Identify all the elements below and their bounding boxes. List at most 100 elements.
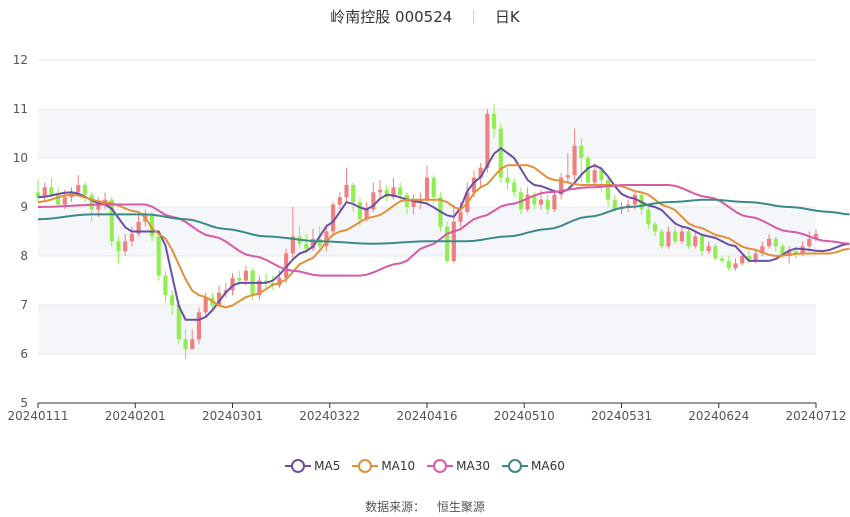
candle-body [787, 251, 792, 256]
candle-body [163, 275, 168, 296]
candle-body [237, 278, 242, 281]
candle-body [351, 184, 356, 203]
candle-body [196, 312, 202, 340]
candle-body [203, 297, 208, 313]
candle-body [149, 214, 155, 237]
legend-marker [427, 458, 454, 473]
candle-body [699, 236, 705, 252]
candle-body [398, 187, 403, 195]
candle-body [599, 170, 604, 181]
candle-body [304, 243, 309, 249]
candle-body [666, 231, 671, 247]
source-name: 恒生聚源 [436, 500, 485, 514]
candle-body [337, 197, 342, 205]
candle-body [780, 246, 785, 256]
candle-body [585, 158, 591, 183]
y-tick-label: 12 [13, 53, 28, 67]
candle-body [418, 199, 423, 203]
source-label: 数据来源： [365, 500, 426, 514]
candle-body [344, 184, 349, 198]
candle-body [170, 295, 175, 305]
y-tick-label: 9 [20, 200, 28, 214]
y-tick-label: 7 [20, 298, 28, 312]
candle-body [471, 177, 477, 193]
candle-body [491, 113, 497, 129]
candle-body [116, 241, 121, 252]
candle-body [176, 305, 181, 340]
candle-body [411, 202, 416, 207]
x-tick-label: 20240531 [591, 409, 652, 423]
candle-body [760, 246, 765, 254]
candle-body [720, 258, 725, 261]
title-divider [473, 9, 475, 24]
candle-body [277, 278, 282, 286]
candle-body [82, 184, 88, 195]
candle-body [498, 128, 503, 178]
candle-body [129, 233, 134, 242]
x-tick-label: 20240111 [7, 409, 68, 423]
candle-body [686, 231, 691, 247]
candle-body [679, 231, 684, 242]
data-source: 数据来源： 恒生聚源 [0, 498, 850, 515]
candle-body [257, 280, 262, 296]
candle-body [424, 177, 430, 200]
candle-body [357, 202, 363, 220]
candle-body [331, 204, 336, 232]
candle-body [96, 204, 101, 210]
candle-body [364, 209, 369, 220]
x-tick-label: 20240416 [396, 409, 457, 423]
candle-body [766, 238, 772, 247]
candle-body [813, 233, 819, 239]
candle-body [606, 180, 611, 200]
legend-marker [502, 458, 529, 473]
candle-body [612, 199, 617, 210]
grid-band [38, 305, 816, 354]
series-line-ma10 [37, 164, 850, 309]
candle-body [525, 194, 530, 210]
candle-body [371, 192, 376, 210]
candle-body [156, 236, 161, 276]
stock-title: 岭南控股 000524 [330, 8, 453, 26]
candle-body [56, 194, 61, 205]
candle-body [377, 189, 383, 193]
candle-body [706, 246, 711, 252]
legend-label: MA30 [456, 458, 491, 473]
candle-body [572, 145, 577, 176]
candle-body [505, 177, 510, 183]
candle-body [740, 256, 745, 264]
candle-body [545, 199, 550, 210]
candle-body [391, 187, 396, 198]
candle-body [230, 278, 235, 291]
legend-item-ma60[interactable]: MA60 [502, 458, 565, 473]
y-tick-label: 5 [20, 396, 28, 410]
legend-marker [285, 458, 312, 473]
candle-body [62, 197, 67, 205]
candle-body [552, 194, 557, 210]
series-line-ma5 [37, 146, 850, 321]
candle-body [646, 209, 651, 225]
candle-body [384, 189, 389, 198]
candle-body [773, 238, 778, 247]
candle-body [753, 253, 758, 261]
legend-item-ma10[interactable]: MA10 [352, 458, 415, 473]
x-tick-label: 20240712 [785, 409, 846, 423]
chart-title: 岭南控股 000524 日K [0, 6, 850, 28]
legend-item-ma5[interactable]: MA5 [285, 458, 340, 473]
candle-body [324, 231, 329, 247]
x-tick-label: 20240301 [202, 409, 263, 423]
candle-body [579, 145, 584, 158]
candle-body [431, 177, 436, 198]
candle-body [404, 194, 409, 207]
y-tick-label: 10 [13, 151, 28, 165]
candle-body [123, 241, 128, 252]
candle-body [217, 292, 222, 305]
legend-item-ma30[interactable]: MA30 [427, 458, 490, 473]
candle-body [713, 246, 718, 259]
period-label: 日K [494, 8, 520, 26]
x-tick-label: 20240201 [105, 409, 166, 423]
candle-body [478, 167, 483, 178]
candle-body [807, 238, 812, 247]
candle-body [693, 236, 698, 247]
y-tick-label: 6 [20, 347, 28, 361]
